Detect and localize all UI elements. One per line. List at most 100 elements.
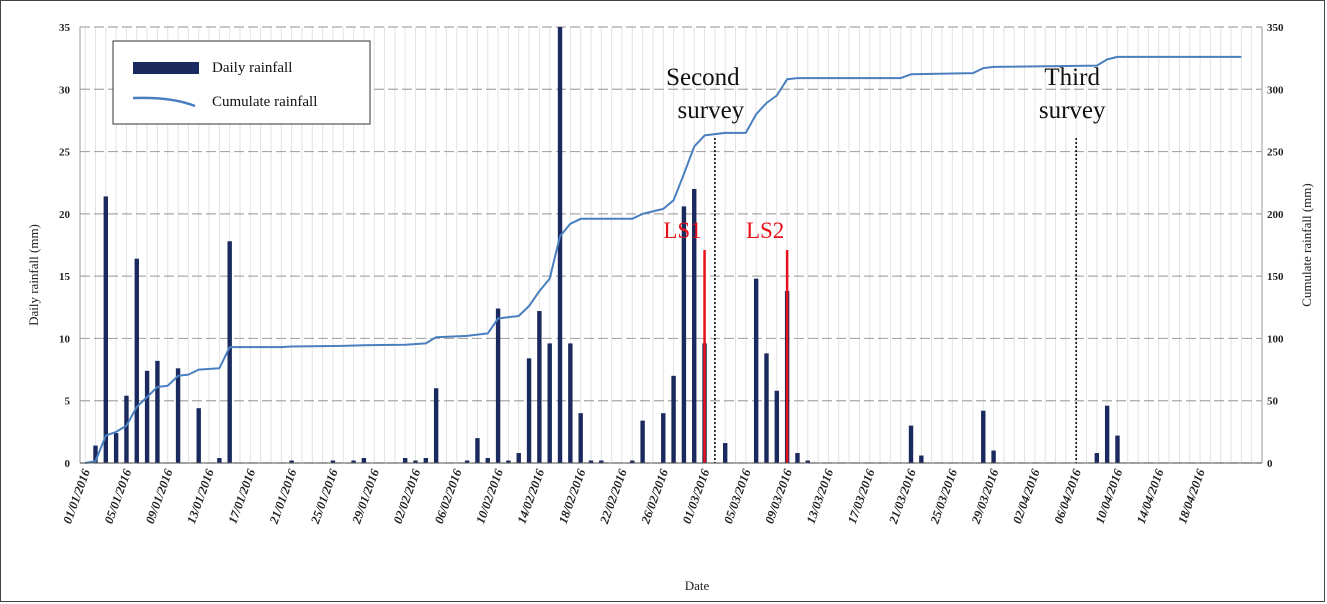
x-tick-label: 02/02/2016 (391, 467, 424, 526)
x-tick-label: 14/02/2016 (515, 467, 548, 526)
rainfall-bar (588, 460, 594, 463)
rainfall-bar (578, 413, 583, 463)
rainfall-bar (289, 460, 294, 463)
x-tick-label: 29/01/2016 (349, 467, 382, 527)
y-right-axis-title: Cumulate rainfall (mm) (1299, 183, 1314, 306)
rainfall-bar (1094, 453, 1100, 463)
survey-label: survey (678, 97, 745, 124)
y-left-tick-label: 30 (59, 84, 71, 96)
y-left-tick-label: 15 (59, 271, 71, 283)
rainfall-bar (568, 343, 573, 463)
rainfall-bar (351, 460, 356, 463)
rainfall-bar (908, 425, 914, 463)
x-tick-label: 21/03/2016 (886, 467, 919, 527)
rainfall-bar (495, 308, 501, 463)
y-right-tick-label: 50 (1267, 396, 1279, 408)
rainfall-bar (537, 311, 542, 463)
rainfall-bar (640, 420, 645, 463)
rainfall-bar (402, 458, 408, 463)
legend-bar-swatch (133, 62, 199, 74)
x-tick-label: 13/03/2016 (804, 467, 837, 526)
x-tick-label: 21/01/2016 (266, 467, 299, 527)
rainfall-bar (681, 206, 687, 463)
y-left-tick-label: 0 (65, 458, 71, 470)
x-tick-label: 18/02/2016 (556, 467, 589, 526)
x-tick-label: 05/03/2016 (721, 467, 754, 526)
survey-label: survey (1039, 97, 1106, 124)
legend: Daily rainfall Cumulate rainfall (112, 40, 371, 125)
x-tick-label: 25/01/2016 (308, 467, 341, 527)
rainfall-bar (919, 455, 924, 463)
y-left-tick-label: 25 (59, 147, 71, 159)
x-tick-label: 22/02/2016 (597, 467, 630, 527)
rainfall-bar (423, 458, 429, 463)
x-tick-label: 29/03/2016 (968, 467, 1001, 527)
rainfall-bar (330, 460, 336, 463)
landslide-label: LS2 (746, 218, 784, 243)
x-tick-label: 02/04/2016 (1010, 467, 1043, 526)
x-tick-label: 14/04/2016 (1134, 467, 1167, 526)
annotations: Second survey Third survey LS1 LS2 (663, 64, 1106, 463)
y-right-tick-label: 100 (1267, 333, 1284, 345)
x-tick-label: 10/02/2016 (473, 467, 506, 526)
x-tick-label: 13/01/2016 (184, 467, 217, 526)
legend-box (112, 40, 371, 125)
y-right-tick-label: 350 (1267, 22, 1284, 34)
rainfall-bar (433, 388, 439, 463)
rainfall-bar (196, 408, 201, 463)
rainfall-bar (113, 433, 119, 463)
rainfall-bar (485, 458, 490, 463)
rainfall-bar (557, 27, 563, 463)
survey-label: Third (1044, 64, 1100, 91)
rainfall-bar (753, 278, 759, 463)
y-left-tick-label: 20 (59, 209, 71, 221)
rainfall-bar (805, 460, 810, 463)
rainfall-bar (413, 460, 418, 463)
rainfall-bar (981, 410, 986, 463)
x-tick-label: 17/01/2016 (226, 467, 259, 526)
rainfall-bar (599, 460, 604, 463)
y-left-tick-label: 5 (65, 396, 71, 408)
cumulative-rainfall-line (85, 55, 1242, 464)
x-tick-label: 09/03/2016 (762, 467, 795, 526)
rainfall-bar (774, 390, 780, 463)
x-tick-label: 05/01/2016 (102, 467, 135, 526)
rainfall-bar (103, 196, 109, 463)
x-tick-label: 26/02/2016 (638, 467, 671, 527)
rainfall-bar (630, 460, 635, 463)
rainfall-bar (227, 241, 232, 463)
legend-line-swatch (132, 96, 196, 108)
x-tick-label: 01/03/2016 (680, 467, 713, 526)
rainfall-bar (155, 360, 160, 463)
legend-label-cumulate: Cumulate rainfall (212, 94, 317, 110)
y-right-tick-label: 0 (1267, 458, 1273, 470)
x-tick-label: 09/01/2016 (143, 467, 176, 526)
rainfall-bar (991, 450, 996, 463)
rainfall-bar (361, 458, 367, 463)
x-tick-label: 18/04/2016 (1175, 467, 1208, 526)
x-tick-label: 10/04/2016 (1093, 467, 1126, 526)
rainfall-bar (692, 188, 697, 463)
y-right-tick-label: 250 (1267, 147, 1284, 159)
rainfall-bar (547, 343, 552, 463)
rainfall-bar (144, 370, 150, 463)
rainfall-bar (526, 358, 532, 463)
x-tick-label: 25/03/2016 (927, 467, 960, 527)
survey-label: Second (666, 64, 740, 91)
rainfall-bar (475, 438, 480, 463)
x-tick-label: 17/03/2016 (845, 467, 878, 526)
rainfall-bar (506, 460, 511, 463)
rainfall-bar (1104, 405, 1110, 463)
rainfall-bar (764, 353, 769, 463)
x-tick-label: 01/01/2016 (60, 467, 93, 526)
x-tick-label: 06/04/2016 (1051, 467, 1084, 526)
y-right-tick-label: 300 (1267, 84, 1284, 96)
y-left-tick-label: 10 (59, 333, 71, 345)
rainfall-bar (217, 458, 222, 463)
rainfall-bar (671, 375, 676, 463)
y-right-tick-label: 200 (1267, 209, 1284, 221)
x-tick-label: 06/02/2016 (432, 467, 465, 526)
rainfall-bar (1115, 435, 1120, 463)
rainfall-bar (516, 453, 521, 463)
